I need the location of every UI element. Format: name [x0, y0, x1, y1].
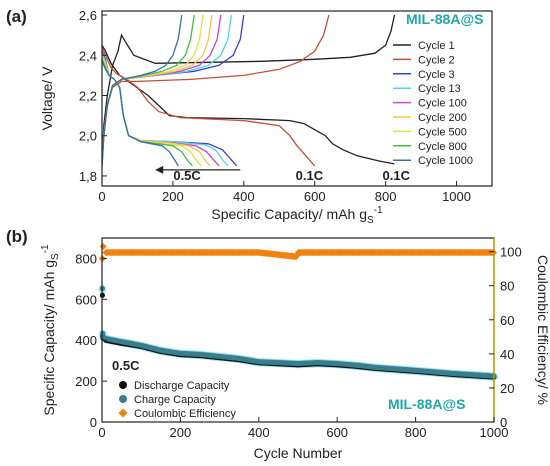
axes-frame-a [101, 10, 493, 187]
legend-marker-b [119, 381, 127, 389]
y-tick-label-a: 1,8 [79, 169, 97, 184]
y-tick-label-a: 2,6 [79, 8, 97, 23]
legend-label-a: Cycle 800 [418, 141, 467, 153]
y-tick-label-a: 2,0 [79, 129, 97, 144]
curve-cycle-1000-charge [102, 14, 183, 166]
y-tick-label-b: 200 [75, 374, 97, 389]
legend-label-b: Coulombic Efficiency [134, 408, 236, 420]
y-tick-label-b: 400 [75, 333, 97, 348]
legend-label-a: Cycle 100 [418, 98, 467, 110]
x-tick-label-b: 0 [98, 425, 105, 440]
legend-label-a: Cycle 500 [418, 126, 467, 138]
curve-cycle-1-charge [102, 14, 396, 164]
y2-tick-label-b: 20 [500, 381, 514, 396]
x-axis-label-b: Cycle Number [254, 445, 343, 461]
curve-cycle-1-discharge [102, 44, 395, 165]
y2-tick-label-b: 80 [500, 279, 514, 294]
y-tick-label-b: 800 [75, 251, 97, 266]
y2-tick-label-b: 0 [500, 415, 507, 430]
y2-axis-label-b: Coulombic Efficiency/ % [535, 255, 550, 405]
cycling-points [98, 243, 498, 381]
legend-marker-b [118, 408, 128, 418]
legend-marker-b [119, 395, 127, 403]
legend-label-a: Cycle 200 [418, 112, 467, 124]
y-axis-label-a: Voltage/ V [39, 66, 55, 130]
y2-tick-label-b: 40 [500, 347, 514, 362]
x-tick-label-b: 1000 [480, 425, 509, 440]
x-tick-label-a: 800 [375, 189, 397, 204]
legend-label-b: Charge Capacity [134, 394, 216, 406]
legend-label-a: Cycle 1 [418, 40, 455, 52]
curve-cycle-2-discharge [102, 46, 316, 167]
panel-a: 0 200 400 600 800 1000 1,8 2,0 2,2 2,4 2,6 Specific… [39, 8, 493, 226]
panel-label-b: (b) [6, 227, 28, 246]
x-tick-label-a: 1000 [442, 189, 471, 204]
y2-tick-label-b: 60 [500, 313, 514, 328]
x-tick-label-b: 400 [248, 425, 270, 440]
y2-tick-label-b: 100 [500, 245, 522, 260]
legend-label-a: Cycle 1000 [418, 155, 473, 167]
legend-label-b: Discharge Capacity [134, 380, 230, 392]
y-axis-label-b: Specific Capacity/ mAh gS-1 [40, 244, 61, 416]
y-tick-label-a: 2,2 [79, 88, 97, 103]
panel-b: 0 200 400 600 800 100002004006008000204060801… [40, 237, 550, 461]
y-tick-label-b: 600 [75, 292, 97, 307]
x-tick-label-b: 600 [326, 425, 348, 440]
y-tick-label-a: 2,4 [79, 48, 97, 63]
x-axis-label-a: Specific Capacity/ mAh gS-1 [211, 205, 383, 226]
x-tick-label-a: 200 [162, 189, 184, 204]
material-label-a: MIL-88A@S [406, 11, 483, 27]
x-tick-label-a: 400 [233, 189, 255, 204]
legend-label-a: Cycle 2 [418, 54, 455, 66]
rate-label-b: 0.5C [112, 358, 140, 373]
rate-label-a: 0.5C [173, 168, 201, 183]
rate-label-a: 0.1C [383, 168, 411, 183]
legend-label-a: Cycle 3 [418, 69, 455, 81]
material-label-b: MIL-88A@S [388, 396, 465, 412]
x-tick-label-a: 0 [98, 189, 105, 204]
legend-label-a: Cycle 13 [418, 83, 461, 95]
panel-label-a: (a) [6, 7, 27, 26]
curve-cycle-1000-discharge [102, 61, 179, 167]
coulombic-efficiency-point [99, 243, 107, 251]
x-tick-label-b: 200 [170, 425, 192, 440]
x-tick-label-a: 600 [304, 189, 326, 204]
rate-arrow-head [155, 165, 164, 174]
x-tick-label-b: 800 [405, 425, 427, 440]
y-tick-label-b: 0 [90, 415, 97, 430]
voltage-curves [102, 14, 396, 167]
rate-label-a: 0.1C [296, 168, 324, 183]
